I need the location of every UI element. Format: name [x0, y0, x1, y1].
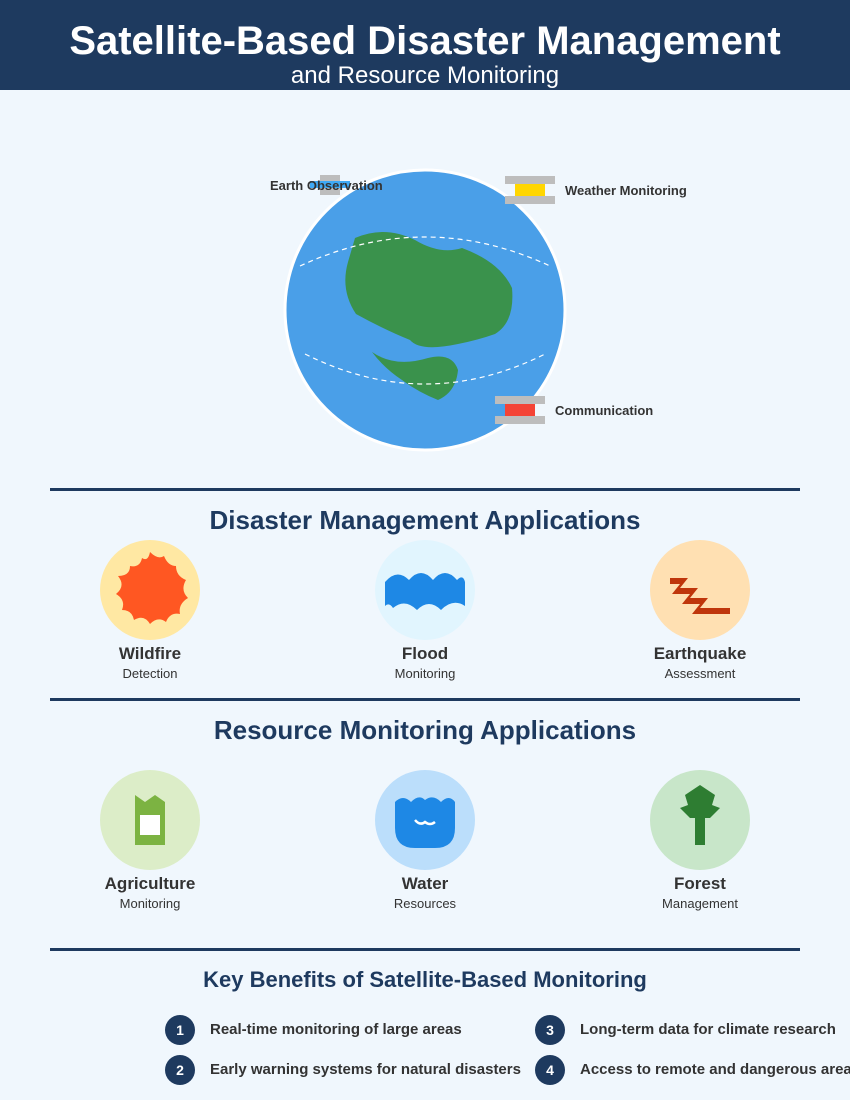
page-title: Satellite-Based Disaster Management — [69, 19, 781, 63]
continent-north — [345, 231, 513, 348]
benefit-number-badge: 2 — [165, 1055, 195, 1085]
globe-illustration: Earth Observation Weather Monitoring Com… — [0, 90, 850, 490]
benefit-number-badge: 4 — [535, 1055, 565, 1085]
app-forest: Forest Management — [600, 770, 800, 912]
page-header: Satellite-Based Disaster Management and … — [0, 0, 850, 90]
forest-circle — [650, 770, 750, 870]
water-title: Water — [401, 874, 449, 893]
water-desc: Resources — [393, 896, 457, 911]
weather-monitoring-label: Weather Monitoring — [565, 183, 687, 198]
section-divider — [50, 948, 800, 951]
weather-satellite-icon — [505, 176, 555, 204]
forest-desc: Management — [662, 896, 738, 911]
app-wildfire: Wildfire Detection — [50, 540, 250, 682]
earth-observation-label: Earth Observation — [270, 178, 383, 193]
wildfire-title: Wildfire — [118, 644, 182, 663]
forest-icon — [680, 785, 720, 845]
wildfire-circle — [100, 540, 200, 640]
flood-title: Flood — [401, 644, 449, 663]
benefit-text: Long-term data for climate research — [580, 1021, 836, 1038]
forest-title: Forest — [674, 874, 726, 893]
globe-graphic — [283, 168, 567, 452]
benefit-text: Access to remote and dangerous areas — [580, 1061, 850, 1078]
orbit-path-lower — [304, 353, 546, 385]
earth-observation-satellite-icon — [310, 175, 350, 195]
earthquake-circle — [650, 540, 750, 640]
agriculture-circle — [100, 770, 200, 870]
earthquake-icon — [670, 578, 730, 614]
flood-icon — [385, 573, 465, 610]
app-agriculture: Agriculture Monitoring — [50, 770, 250, 912]
disaster-section-title: Disaster Management Applications — [209, 505, 641, 535]
wildfire-desc: Detection — [122, 666, 178, 681]
benefits-title: Key Benefits of Satellite-Based Monitori… — [203, 967, 647, 992]
agriculture-title: Agriculture — [104, 874, 196, 893]
agriculture-desc: Monitoring — [119, 896, 181, 911]
section-divider — [50, 488, 800, 491]
app-water: Water Resources — [325, 770, 525, 912]
app-flood: Flood Monitoring — [325, 540, 525, 682]
app-earthquake: Earthquake Assessment — [600, 540, 800, 682]
earthquake-desc: Assessment — [664, 666, 736, 681]
benefit-number-badge: 1 — [165, 1015, 195, 1045]
resource-section-title: Resource Monitoring Applications — [213, 715, 637, 745]
flood-desc: Monitoring — [394, 666, 456, 681]
communication-label: Communication — [555, 403, 654, 418]
water-icon — [395, 797, 455, 848]
page-subtitle: and Resource Monitoring — [290, 62, 560, 89]
continent-south — [372, 352, 458, 400]
benefit-text: Early warning systems for natural disast… — [210, 1061, 521, 1078]
orbit-path-upper — [299, 236, 551, 267]
benefit-text: Real-time monitoring of large areas — [210, 1021, 462, 1038]
earthquake-title: Earthquake — [653, 644, 747, 663]
water-circle — [375, 770, 475, 870]
agriculture-icon — [135, 795, 165, 845]
communication-satellite-icon — [495, 396, 545, 424]
benefit-number-badge: 3 — [535, 1015, 565, 1045]
flood-circle — [375, 540, 475, 640]
section-divider — [50, 698, 800, 701]
wildfire-icon — [116, 552, 188, 624]
